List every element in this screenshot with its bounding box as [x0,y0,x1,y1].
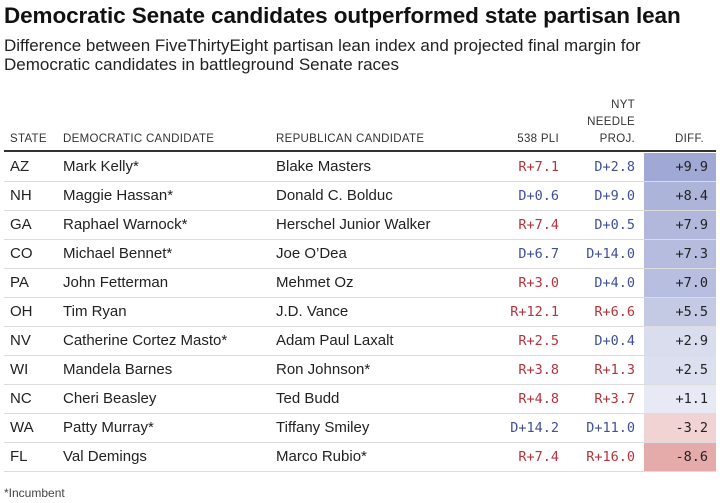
header-divider [4,150,716,152]
republican-candidate-cell: Marco Rubio* [276,448,367,465]
diff-cell: +1.1 [644,385,716,413]
pli-cell: D+0.6 [518,188,559,204]
needle-projection-cell: D+0.5 [594,217,635,233]
table-row: FL Val Demings Marco Rubio* R+7.4 R+16.0 -8.6 [4,443,716,472]
democratic-candidate-cell: Mark Kelly* [63,158,139,175]
needle-projection-cell: R+16.0 [586,449,635,465]
democratic-candidate-cell: Mandela Barnes [63,361,173,378]
table-row: AZ Mark Kelly* Blake Masters R+7.1 D+2.8 +9.9 [4,153,716,182]
pli-cell: R+3.0 [518,275,559,291]
diff-cell: +7.0 [644,269,716,297]
header-republican-candidate: REPUBLICAN CANDIDATE [276,133,425,145]
democratic-candidate-cell: Tim Ryan [63,303,127,320]
state-cell: NC [10,390,32,407]
diff-cell: -3.2 [644,414,716,442]
header-state: STATE [10,133,47,145]
needle-projection-cell: R+6.6 [594,304,635,320]
table-row: NH Maggie Hassan* Donald C. Bolduc D+0.6 D+9… [4,182,716,211]
pli-cell: D+14.2 [510,420,559,436]
republican-candidate-cell: Mehmet Oz [276,274,354,291]
table-subtitle: Difference between FiveThirtyEight parti… [4,36,641,74]
diff-cell: +7.9 [644,211,716,239]
table-row: OH Tim Ryan J.D. Vance R+12.1 R+6.6 +5.5 [4,298,716,327]
diff-cell: +2.5 [644,356,716,384]
pli-cell: R+12.1 [510,304,559,320]
needle-projection-cell: D+0.4 [594,333,635,349]
democratic-candidate-cell: John Fetterman [63,274,169,291]
diff-cell: +7.3 [644,240,716,268]
header-nyt-needle-3: PROJ. [599,133,635,145]
pli-cell: R+3.8 [518,362,559,378]
republican-candidate-cell: Donald C. Bolduc [276,187,393,204]
needle-projection-cell: R+3.7 [594,391,635,407]
democratic-candidate-cell: Raphael Warnock* [63,216,188,233]
header-democratic-candidate: DEMOCRATIC CANDIDATE [63,133,215,145]
republican-candidate-cell: Joe O’Dea [276,245,347,262]
table-row: NV Catherine Cortez Masto* Adam Paul Laxal… [4,327,716,356]
democratic-candidate-cell: Cheri Beasley [63,390,157,407]
pli-cell: D+6.7 [518,246,559,262]
state-cell: WA [10,419,34,436]
table-row: GA Raphael Warnock* Herschel Junior Walker… [4,211,716,240]
table-row: CO Michael Bennet* Joe O’Dea D+6.7 D+14.0 +7.… [4,240,716,269]
republican-candidate-cell: Ron Johnson* [276,361,371,378]
table-row: NC Cheri Beasley Ted Budd R+4.8 R+3.7 +1.1 [4,385,716,414]
pli-cell: R+4.8 [518,391,559,407]
diff-cell: +9.9 [644,153,716,181]
state-cell: CO [10,245,33,262]
header-diff: DIFF. [675,133,704,145]
democratic-candidate-cell: Michael Bennet* [63,245,173,262]
pli-cell: R+7.1 [518,159,559,175]
diff-cell: +2.9 [644,327,716,355]
republican-candidate-cell: Tiffany Smiley [276,419,370,436]
needle-projection-cell: D+9.0 [594,188,635,204]
pli-cell: R+7.4 [518,217,559,233]
header-nyt-needle-1: NYT [611,99,635,111]
state-cell: GA [10,216,32,233]
state-cell: AZ [10,158,30,175]
state-cell: NV [10,332,31,349]
footnote: *Incumbent [4,486,65,500]
democratic-candidate-cell: Maggie Hassan* [63,187,174,204]
state-cell: WI [10,361,29,378]
needle-projection-cell: D+14.0 [586,246,635,262]
state-cell: OH [10,303,33,320]
republican-candidate-cell: Ted Budd [276,390,340,407]
needle-projection-cell: R+1.3 [594,362,635,378]
republican-candidate-cell: Herschel Junior Walker [276,216,431,233]
table-row: WA Patty Murray* Tiffany Smiley D+14.2 D+11.… [4,414,716,443]
header-nyt-needle-2: NEEDLE [587,116,635,128]
table-row: PA John Fetterman Mehmet Oz R+3.0 D+4.0 +7.0 [4,269,716,298]
republican-candidate-cell: Blake Masters [276,158,372,175]
needle-projection-cell: D+2.8 [594,159,635,175]
diff-cell: +8.4 [644,182,716,210]
democratic-candidate-cell: Patty Murray* [63,419,154,436]
pli-cell: R+2.5 [518,333,559,349]
democratic-candidate-cell: Catherine Cortez Masto* [63,332,228,349]
diff-cell: -8.6 [644,443,716,471]
republican-candidate-cell: J.D. Vance [276,303,349,320]
table-title: Democratic Senate candidates outperforme… [4,3,681,28]
state-cell: FL [10,448,28,465]
needle-projection-cell: D+4.0 [594,275,635,291]
democratic-candidate-cell: Val Demings [63,448,147,465]
pli-cell: R+7.4 [518,449,559,465]
header-538-pli: 538 PLI [517,133,559,145]
state-cell: NH [10,187,32,204]
republican-candidate-cell: Adam Paul Laxalt [276,332,394,349]
diff-cell: +5.5 [644,298,716,326]
needle-projection-cell: D+11.0 [586,420,635,436]
table-row: WI Mandela Barnes Ron Johnson* R+3.8 R+1.3 +2… [4,356,716,385]
state-cell: PA [10,274,29,291]
